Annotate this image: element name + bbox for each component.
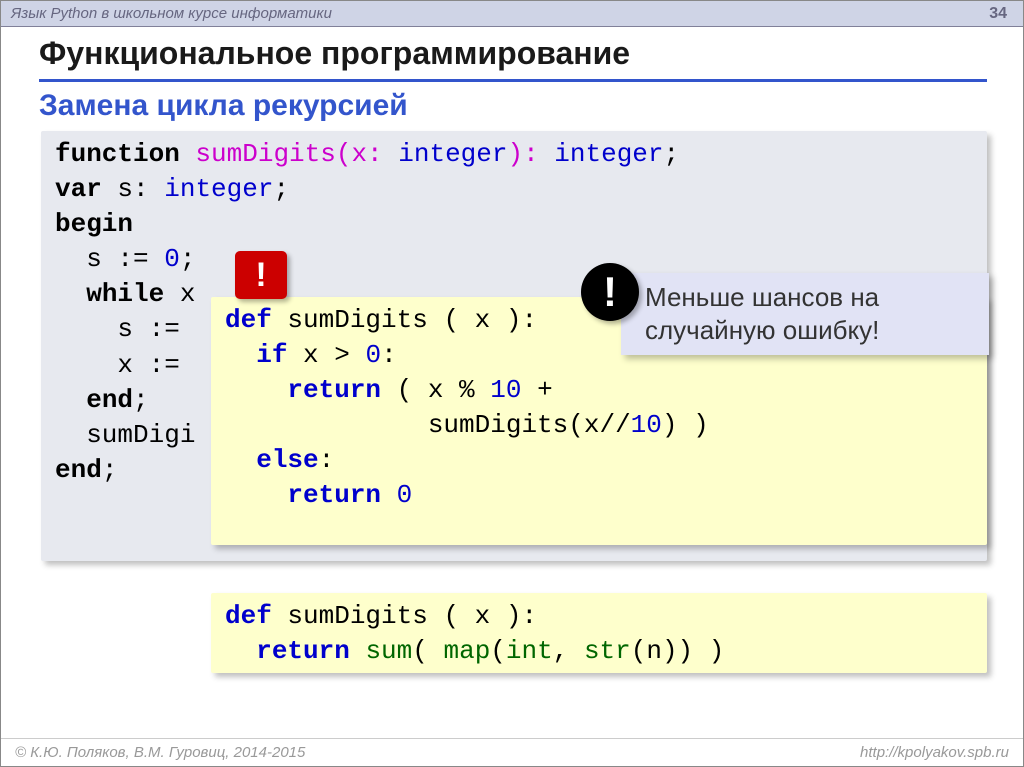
note-box: Меньше шансов на случайную ошибку! [621, 273, 989, 355]
page-title: Функциональное программирование [39, 35, 630, 72]
exclaim-black-icon: ! [581, 263, 639, 321]
subtitle: Замена цикла рекурсией [39, 89, 408, 123]
title-underline [39, 79, 987, 82]
footer-url: http://kpolyakov.spb.ru [860, 744, 1009, 761]
exclaim-red-icon: ! [235, 251, 287, 299]
page-number: 34 [989, 5, 1013, 23]
code-python-oneliner: def sumDigits ( x ): return sum( map(int… [211, 593, 987, 673]
course-title: Язык Python в школьном курсе информатики [11, 5, 332, 22]
topbar: Язык Python в школьном курсе информатики… [1, 1, 1023, 27]
copyright: © К.Ю. Поляков, В.М. Гуровиц, 2014-2015 [15, 744, 305, 761]
footer: © К.Ю. Поляков, В.М. Гуровиц, 2014-2015 … [1, 738, 1023, 766]
slide: Язык Python в школьном курсе информатики… [0, 0, 1024, 767]
